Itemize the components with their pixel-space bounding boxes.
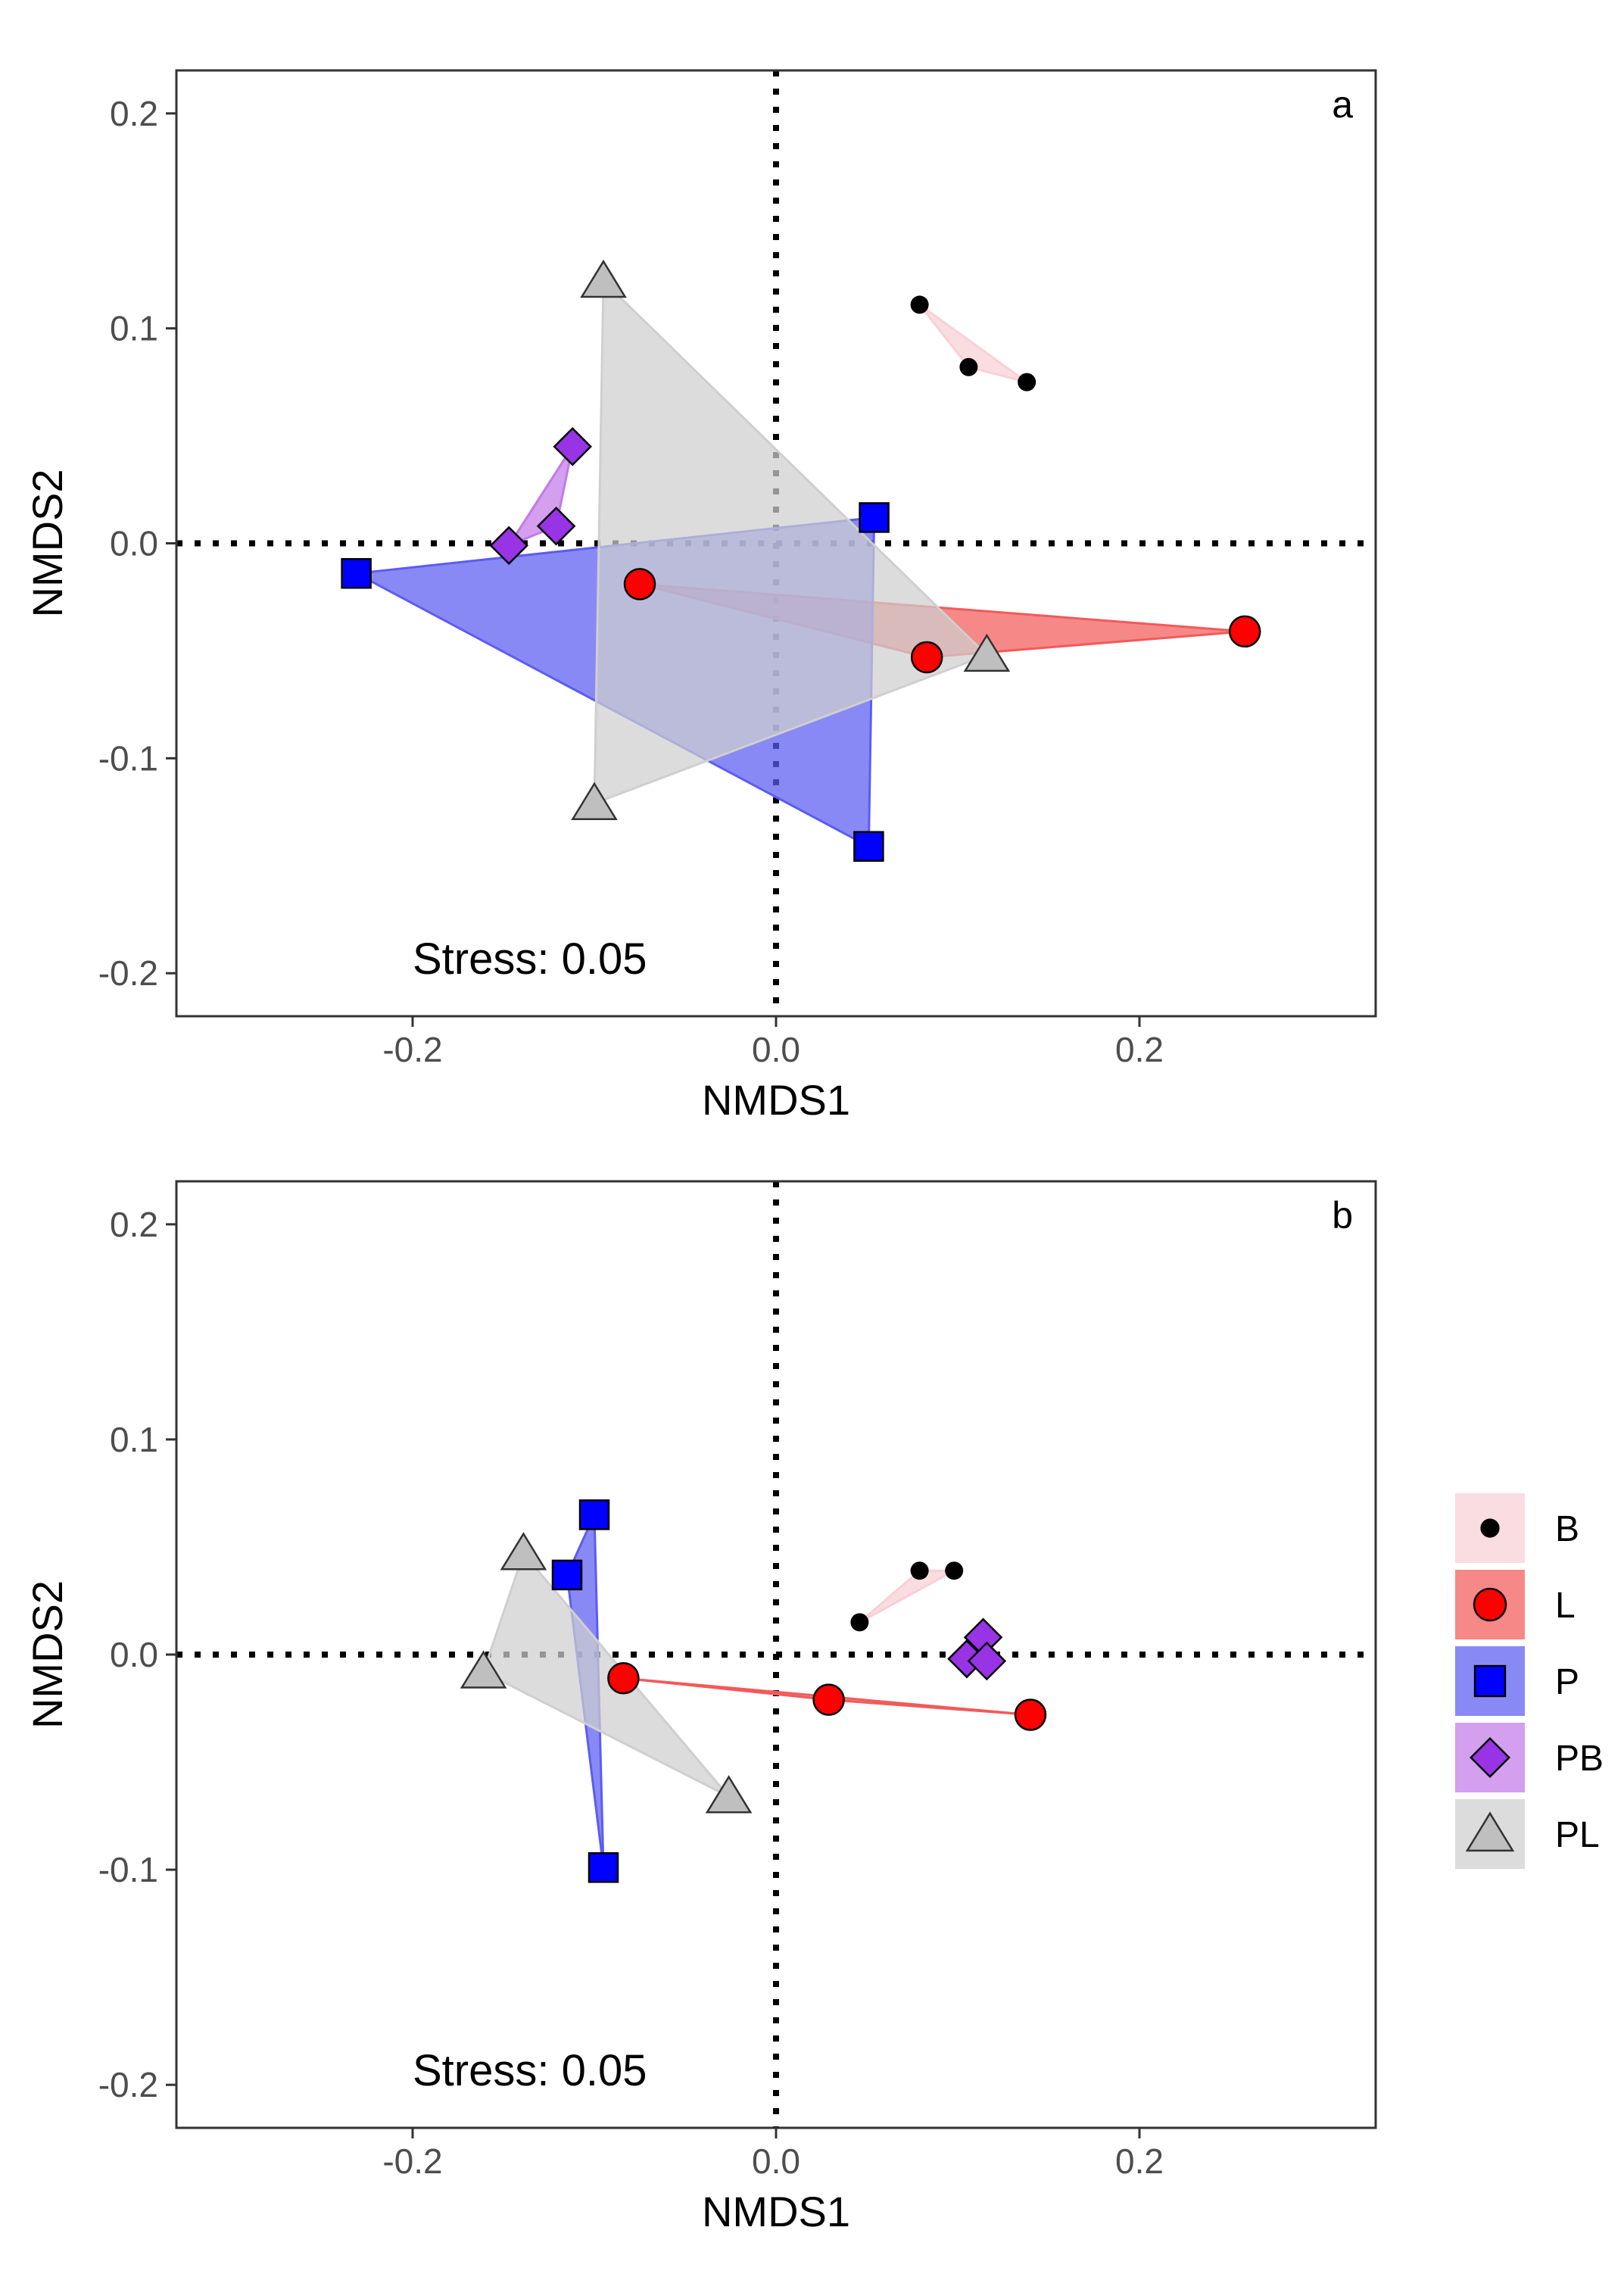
legend-item-L: L [1455,1570,1576,1639]
point-L [607,1662,640,1695]
hull-B [858,1569,955,1624]
point-L [910,641,943,674]
legend-item-B: B [1455,1493,1579,1563]
legend-label: B [1555,1509,1579,1549]
legend-symbol-L [1473,1587,1507,1622]
point-P [341,557,372,589]
point-B [945,1561,964,1580]
x-tick-label: 0.2 [1115,1030,1164,1069]
x-tick-label: 0.0 [752,1030,800,1069]
point-PB [553,426,592,466]
point-B [910,295,929,314]
point-PL [963,633,1011,672]
point-L [812,1683,845,1716]
legend-symbol-P [1473,1664,1507,1698]
point-L [1228,615,1261,648]
points [460,1499,1047,1883]
y-tick-label: 0.0 [110,524,158,563]
point-P [859,502,890,533]
point-PL [460,1650,507,1689]
point-PL [571,781,618,821]
hull-PL [593,279,988,805]
legend-label: PL [1555,1815,1600,1855]
stress-annotation: Stress: 0.05 [413,934,647,984]
points [341,259,1261,862]
y-tick-label: 0.2 [110,94,158,133]
panel-label: a [1332,83,1353,126]
y-axis-title: NMDS2 [23,1580,71,1729]
y-axis-title: NMDS2 [23,469,71,617]
point-PL [705,1775,753,1814]
legend-symbol-PL [1465,1811,1515,1852]
point-PL [500,1532,547,1571]
point-B [850,1613,869,1632]
x-tick-label: 0.0 [752,2141,800,2181]
y-tick-label: -0.1 [98,738,158,778]
y-tick-label: -0.2 [98,953,158,993]
point-PB [536,507,576,546]
point-P [578,1499,610,1530]
point-P [853,831,884,862]
y-tick-label: -0.2 [98,2065,158,2104]
point-P [588,1852,619,1883]
y-tick-label: 0.1 [110,309,158,348]
point-PB [489,526,528,566]
legend-item-PB: PB [1455,1723,1604,1792]
x-tick-label: -0.2 [382,2141,442,2181]
y-tick-label: 0.2 [110,1205,158,1244]
legend-symbol-PB [1470,1737,1510,1778]
stress-annotation: Stress: 0.05 [413,2046,647,2095]
x-axis-title: NMDS1 [702,1076,850,1124]
point-L [1014,1698,1047,1731]
legend-label: P [1555,1662,1579,1702]
panel-label: b [1332,1194,1353,1237]
x-axis-title: NMDS1 [702,2188,850,2235]
legend-item-PL: PL [1455,1799,1600,1869]
y-tick-label: 0.1 [110,1420,158,1459]
legend-label: PB [1555,1739,1604,1779]
x-tick-label: 0.2 [1115,2141,1164,2181]
legend-label: L [1555,1586,1576,1626]
point-B [910,1561,929,1580]
legend: BLP PB PL [1455,1493,1604,1869]
point-B [959,357,978,376]
x-tick-label: -0.2 [382,1030,442,1069]
panel-a: -0.2 0.0 0.2 -0.2 -0.1 0.0 0.1 0.2 NMDS1 NMDS2 a St… [23,69,1377,1124]
point-PL [580,259,627,298]
panel-b: -0.2 0.0 0.2 -0.2 -0.1 0.0 0.1 0.2 NMDS1 NMDS2 b St… [23,1180,1377,2235]
y-tick-label: -0.1 [98,1850,158,1889]
point-L [623,568,656,600]
point-P [551,1559,583,1591]
legend-item-P: P [1455,1646,1579,1716]
hull-B [918,303,1028,384]
legend-symbol-B [1480,1518,1500,1538]
point-PB [967,1641,1007,1681]
y-tick-label: 0.0 [110,1635,158,1674]
point-B [1018,373,1036,391]
